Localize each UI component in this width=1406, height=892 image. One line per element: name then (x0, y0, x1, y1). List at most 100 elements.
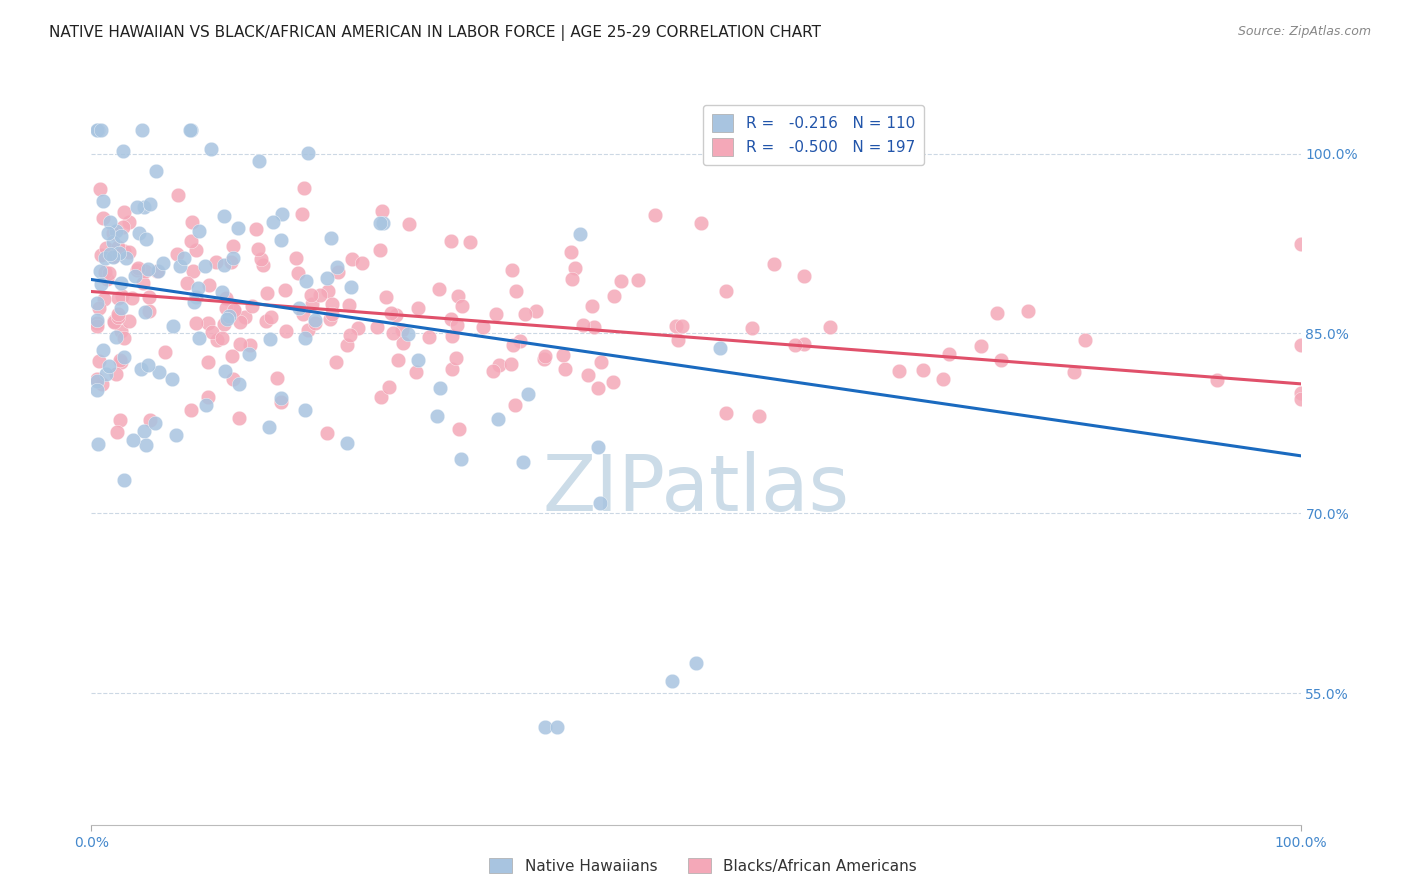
Point (198, 278, 221, 293)
Point (325, 260, 347, 274)
Point (138, 304, 160, 318)
Point (785, 338, 807, 352)
Point (91, 343, 114, 358)
Point (321, 297, 343, 311)
Point (135, 438, 157, 452)
Point (315, 271, 337, 285)
Point (509, 334, 531, 349)
Point (89, 181, 111, 195)
Point (94, 252, 117, 266)
Point (90, 277, 112, 292)
Point (292, 181, 315, 195)
Point (221, 255, 243, 269)
Point (602, 375, 624, 389)
Point (197, 390, 219, 404)
Point (405, 365, 427, 379)
Point (247, 242, 270, 256)
Point (145, 164, 167, 178)
Point (427, 282, 450, 296)
Legend: Native Hawaiians, Blacks/African Americans: Native Hawaiians, Blacks/African America… (484, 852, 922, 880)
Point (304, 316, 326, 330)
Point (132, 200, 155, 214)
Point (295, 274, 318, 288)
Point (97, 226, 120, 240)
Point (887, 364, 910, 378)
Point (581, 299, 603, 313)
Point (127, 261, 149, 276)
Point (370, 391, 392, 405)
Point (146, 263, 169, 277)
Point (107, 239, 129, 253)
Point (665, 319, 688, 334)
Point (418, 329, 440, 343)
Point (112, 331, 135, 345)
Text: ZIPatlas: ZIPatlas (543, 450, 849, 526)
Point (321, 231, 343, 245)
Point (533, 352, 555, 367)
Point (1289, 338, 1312, 352)
Point (932, 372, 955, 386)
Point (501, 358, 523, 372)
Point (589, 496, 612, 510)
Point (249, 252, 271, 266)
Point (118, 214, 141, 228)
Point (112, 473, 135, 487)
Point (259, 332, 281, 346)
Point (446, 318, 468, 332)
Point (86, 375, 108, 389)
Point (176, 276, 198, 290)
Point (690, 217, 713, 231)
Point (644, 208, 666, 222)
Point (482, 364, 505, 378)
Point (229, 315, 252, 329)
Point (666, 333, 689, 347)
Point (517, 387, 540, 401)
Point (101, 226, 124, 240)
Point (110, 277, 132, 291)
Point (288, 301, 311, 316)
Point (138, 262, 160, 277)
Point (1289, 392, 1312, 407)
Point (291, 307, 314, 321)
Point (233, 310, 256, 325)
Point (110, 355, 132, 369)
Point (139, 413, 162, 427)
Point (382, 326, 405, 340)
Point (103, 314, 125, 328)
Point (586, 440, 609, 454)
Point (1063, 365, 1085, 379)
Point (377, 380, 399, 394)
Point (270, 391, 292, 405)
Point (135, 232, 157, 246)
Point (91, 376, 114, 391)
Point (238, 347, 260, 361)
Point (970, 339, 993, 353)
Point (301, 297, 323, 311)
Point (406, 301, 429, 315)
Point (321, 307, 343, 321)
Point (274, 283, 297, 297)
Point (86, 313, 108, 327)
Point (441, 361, 464, 376)
Point (471, 319, 494, 334)
Point (316, 285, 339, 299)
Point (96, 272, 118, 286)
Point (546, 720, 568, 734)
Point (107, 310, 129, 324)
Text: NATIVE HAWAIIAN VS BLACK/AFRICAN AMERICAN IN LABOR FORCE | AGE 25-29 CORRELATION: NATIVE HAWAIIAN VS BLACK/AFRICAN AMERICA… (49, 25, 821, 41)
Point (505, 284, 527, 298)
Point (131, 361, 153, 376)
Point (714, 406, 737, 420)
Point (426, 409, 449, 424)
Point (107, 307, 129, 321)
Point (406, 353, 429, 368)
Point (328, 265, 350, 279)
Point (603, 289, 626, 303)
Point (105, 367, 128, 381)
Point (586, 380, 609, 394)
Point (245, 222, 267, 236)
Point (180, 215, 202, 229)
Point (396, 326, 419, 341)
Point (180, 402, 202, 417)
Point (207, 333, 229, 347)
